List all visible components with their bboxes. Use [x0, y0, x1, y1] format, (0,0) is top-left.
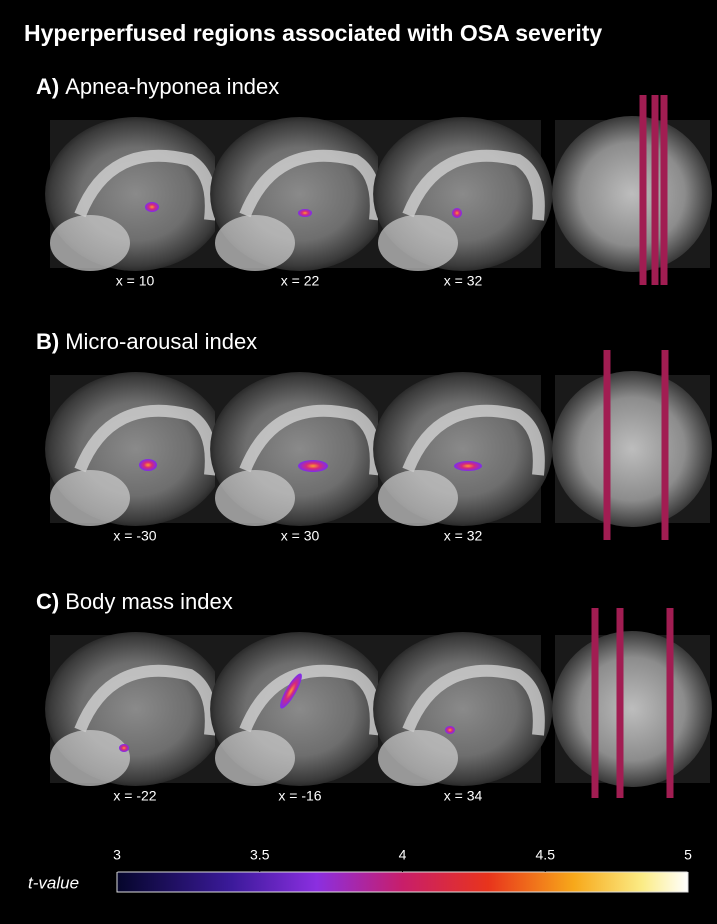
cerebellum — [215, 470, 295, 526]
panel-letter: A) — [36, 74, 59, 99]
slice-label: x = 10 — [116, 273, 155, 289]
panel-name: Micro-arousal index — [65, 329, 257, 354]
slice-label: x = 32 — [444, 273, 483, 289]
cerebellum — [215, 730, 295, 786]
coronal-slice — [552, 371, 712, 527]
slice-position-line — [617, 608, 624, 798]
activation-blob — [298, 460, 328, 472]
colorbar-tick-label: 3.5 — [250, 847, 270, 863]
activation-blob — [145, 202, 159, 212]
figure: Hyperperfused regions associated with OS… — [0, 0, 717, 924]
coronal-slice — [552, 116, 712, 272]
slice-label: x = 32 — [444, 528, 483, 544]
activation-blob — [139, 459, 157, 471]
slice-label: x = 30 — [281, 528, 320, 544]
colorbar-label: t-value — [28, 873, 79, 892]
activation-blob — [119, 744, 129, 752]
slice-label: x = -22 — [113, 788, 156, 804]
slice-position-line — [640, 95, 647, 285]
colorbar-tick-label: 4.5 — [536, 847, 556, 863]
slice-position-line — [661, 95, 668, 285]
colorbar-tick-label: 5 — [684, 847, 692, 863]
cerebellum — [378, 470, 458, 526]
colorbar — [117, 872, 688, 892]
activation-blob — [454, 461, 482, 471]
slice-label: x = -16 — [278, 788, 321, 804]
coronal-slice — [552, 631, 712, 787]
slice-position-line — [604, 350, 611, 540]
activation-blob — [298, 209, 312, 217]
panel-label: A)Apnea-hyponea index — [36, 74, 279, 99]
figure-title: Hyperperfused regions associated with OS… — [24, 20, 602, 46]
activation-blob — [445, 726, 455, 734]
slice-position-line — [652, 95, 659, 285]
slice-position-line — [667, 608, 674, 798]
cerebellum — [378, 730, 458, 786]
slice-label: x = 22 — [281, 273, 320, 289]
cerebellum — [50, 730, 130, 786]
slice-label: x = 34 — [444, 788, 483, 804]
slice-position-line — [662, 350, 669, 540]
panel-label: B)Micro-arousal index — [36, 329, 257, 354]
panel-name: Apnea-hyponea index — [65, 74, 279, 99]
colorbar-tick-label: 3 — [113, 847, 121, 863]
cerebellum — [50, 215, 130, 271]
slice-position-line — [592, 608, 599, 798]
panel-name: Body mass index — [65, 589, 233, 614]
colorbar-tick-label: 4 — [399, 847, 407, 863]
slice-label: x = -30 — [113, 528, 156, 544]
cerebellum — [215, 215, 295, 271]
activation-blob — [452, 208, 462, 218]
cerebellum — [50, 470, 130, 526]
panel-letter: B) — [36, 329, 59, 354]
panel-label: C)Body mass index — [36, 589, 233, 614]
cerebellum — [378, 215, 458, 271]
panel-letter: C) — [36, 589, 59, 614]
